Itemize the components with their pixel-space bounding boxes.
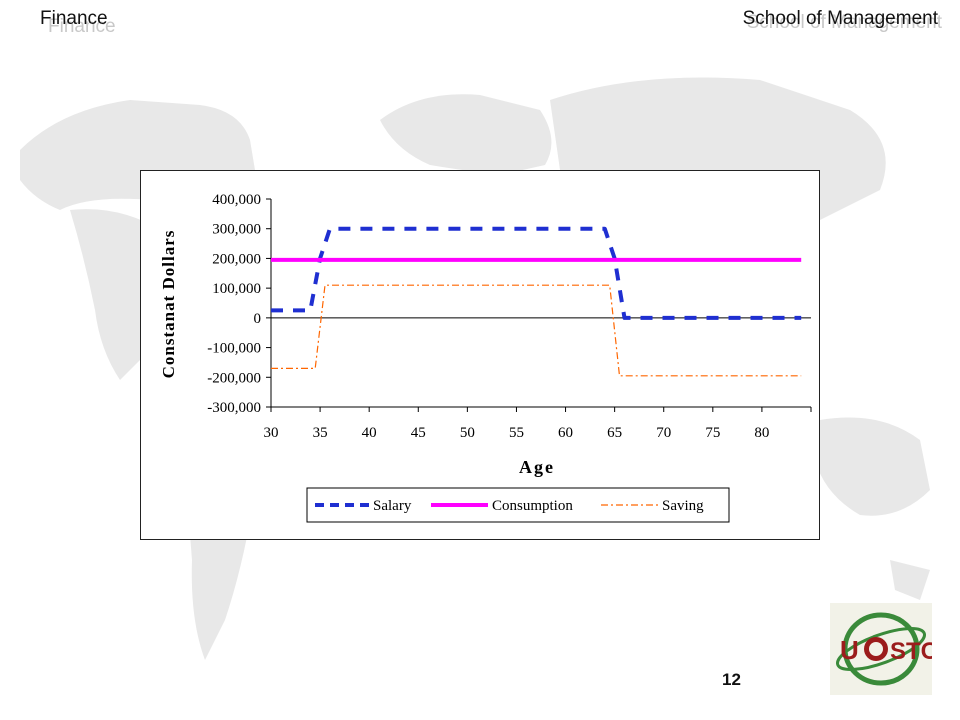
y-tick-label: -200,000 <box>207 370 261 386</box>
school-title: School of Management <box>742 8 938 29</box>
y-tick-label: -100,000 <box>207 341 261 357</box>
x-axis-label: Age <box>519 457 555 477</box>
page-number: 12 <box>722 670 741 689</box>
chart: 400,000 300,000 200,000 100,000 0 -100,000 -20… <box>159 192 812 523</box>
x-tick-label: 40 <box>362 425 377 441</box>
svg-text:STC: STC <box>890 638 932 665</box>
finance-title-shadow: Finance <box>48 16 116 37</box>
y-tick-label: 400,000 <box>212 192 261 208</box>
school-title-shadow: School of Management <box>746 12 942 33</box>
y-tick-label: 200,000 <box>212 251 261 267</box>
series-saving-line <box>271 284 802 377</box>
chart-frame: 400,000 300,000 200,000 100,000 0 -100,000 -20… <box>140 170 820 540</box>
y-tick-label: -300,000 <box>207 400 261 416</box>
x-tick-label: 55 <box>509 425 524 441</box>
legend-label-salary: Salary <box>373 498 412 514</box>
legend-label-consumption: Consumption <box>492 498 573 514</box>
x-tick-label: 75 <box>705 425 720 441</box>
finance-title: Finance <box>40 8 108 29</box>
y-tick-label: 100,000 <box>212 281 261 297</box>
legend-box <box>306 487 730 523</box>
y-tick-label: 300,000 <box>212 222 261 238</box>
series-salary-line <box>271 226 802 320</box>
series-group <box>271 226 802 377</box>
svg-text:U: U <box>840 635 859 665</box>
y-axis-label: Constanat Dollars <box>159 230 178 379</box>
x-tick-label: 45 <box>411 425 426 441</box>
x-axis: 30 35 40 45 50 55 60 65 70 75 80 <box>264 407 812 441</box>
x-tick-label: 60 <box>558 425 573 441</box>
x-tick-label: 80 <box>754 425 769 441</box>
y-axis: 400,000 300,000 200,000 100,000 0 -100,000 -20… <box>207 192 271 416</box>
legend: Salary Consumption Saving <box>306 487 730 523</box>
uestc-logo: U STC <box>830 603 932 695</box>
x-tick-label: 35 <box>313 425 328 441</box>
x-tick-label: 30 <box>264 425 279 441</box>
y-tick-label: 0 <box>254 311 262 327</box>
x-tick-label: 65 <box>607 425 622 441</box>
legend-label-saving: Saving <box>662 498 704 514</box>
x-tick-label: 50 <box>460 425 475 441</box>
x-tick-label: 70 <box>656 425 671 441</box>
